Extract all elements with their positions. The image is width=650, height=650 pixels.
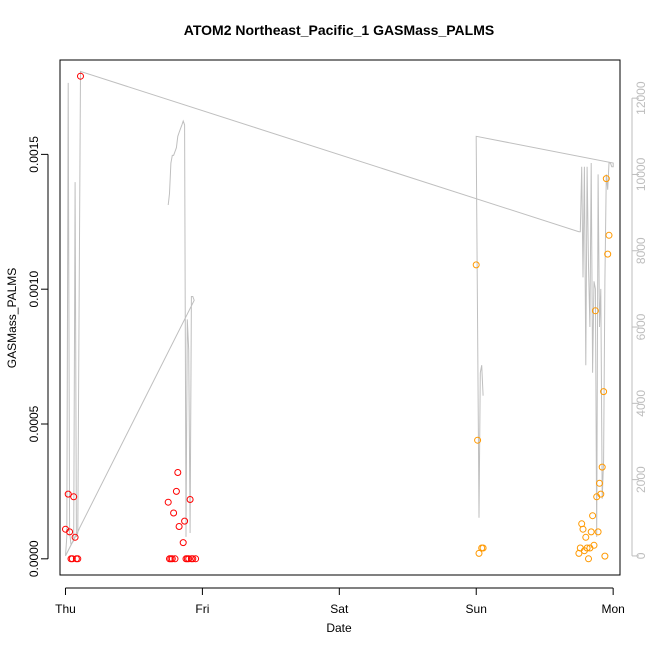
orange-data-point — [590, 541, 598, 549]
orange-data-point — [589, 512, 597, 520]
y-tick-label: 0.0000 — [27, 540, 41, 577]
orange-data-point — [597, 490, 605, 498]
red-data-point — [192, 555, 200, 563]
orange-data-point — [475, 549, 483, 557]
red-data-point — [181, 517, 189, 525]
x-tick-label: Fri — [195, 602, 209, 616]
red-data-point — [175, 523, 183, 530]
y-tick-label: 0.0005 — [27, 405, 41, 442]
y-axis-label: GASMass_PALMS — [5, 268, 19, 368]
orange-data-point — [591, 307, 599, 315]
red-data-point — [189, 555, 197, 563]
y-tick-label: 0.0010 — [27, 271, 41, 308]
red-data-point — [64, 490, 72, 498]
red-data-point — [71, 533, 79, 541]
orange-data-point — [474, 436, 482, 444]
y2-tick-label: 6000 — [634, 313, 648, 340]
red-data-point — [179, 539, 187, 547]
chart-title: ATOM2 Northeast_Pacific_1 GASMass_PALMS — [184, 22, 494, 38]
points-layer — [62, 72, 613, 563]
orange-data-point — [579, 525, 587, 533]
orange-data-point — [605, 231, 613, 239]
red-data-point — [168, 555, 176, 563]
orange-data-point — [601, 552, 609, 560]
orange-data-point — [594, 528, 602, 536]
y2-tick-label: 8000 — [634, 237, 648, 264]
y-tick-label: 0.0015 — [27, 136, 41, 173]
altitude-line — [65, 70, 614, 557]
orange-data-point — [587, 528, 595, 536]
red-data-point — [70, 493, 78, 501]
red-data-point — [164, 498, 172, 506]
x-axis-label: Date — [326, 621, 352, 635]
orange-data-point — [596, 479, 603, 487]
red-data-point — [186, 496, 194, 503]
axes-layer: Thu Fri Sat Sun Mon 0.0000 0.0005 0.0010 0.0015 0… — [27, 81, 648, 616]
red-data-point — [172, 487, 180, 495]
y2-tick-label: 4000 — [634, 390, 648, 417]
orange-data-point — [583, 544, 591, 552]
orange-data-point — [600, 388, 608, 396]
orange-data-point — [582, 533, 590, 541]
red-data-point — [171, 555, 179, 563]
altitude-line-layer — [65, 70, 614, 557]
x-tick-label: Sun — [466, 602, 487, 616]
x-tick-label: Mon — [601, 602, 624, 616]
orange-data-point — [472, 261, 480, 269]
red-data-point — [77, 72, 84, 80]
orange-data-point — [598, 463, 606, 471]
orange-data-point — [585, 555, 592, 563]
red-data-point — [174, 469, 182, 476]
orange-data-point — [604, 250, 612, 258]
y2-tick-label: 2000 — [634, 466, 648, 493]
y2-tick-label: 10000 — [634, 157, 648, 191]
red-data-point — [170, 509, 178, 517]
y2-tick-label: 12000 — [634, 81, 648, 115]
plot-frame — [59, 59, 621, 576]
red-data-point — [66, 528, 74, 536]
x-tick-label: Thu — [55, 602, 76, 616]
x-tick-label: Sat — [330, 602, 349, 616]
y2-tick-label: 0 — [634, 552, 648, 559]
orange-data-point — [602, 175, 610, 183]
red-data-point — [74, 555, 82, 563]
red-data-point — [185, 555, 193, 563]
orange-data-point — [479, 544, 487, 552]
